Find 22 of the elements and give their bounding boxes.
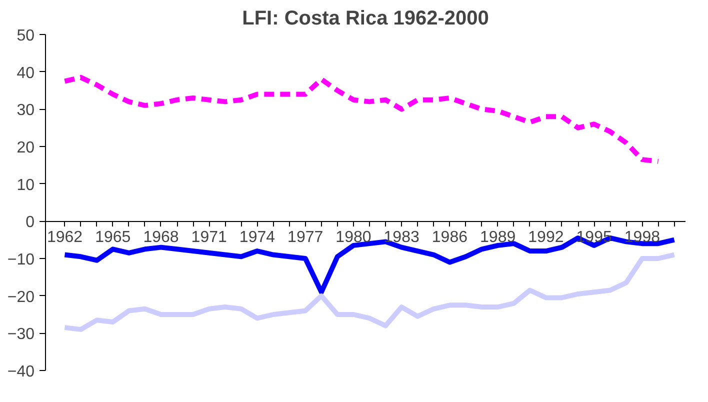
chart-title: LFI: Costa Rica 1962-2000 [242,8,489,30]
x-tick-label: 1971 [191,229,228,246]
x-tick-label: 1980 [336,229,372,246]
y-tick-label: 10 [16,176,35,194]
x-tick-label: 1989 [480,229,516,246]
y-tick-label: −30 [7,326,35,344]
y-tick-label: −10 [7,252,35,268]
x-tick-label: 1983 [384,229,420,246]
y-tick-label: 50 [16,28,35,44]
y-tick-label: 40 [16,64,35,82]
y-tick-label: 20 [16,140,35,156]
x-tick-label: 1962 [46,229,83,246]
y-tick-label: −20 [7,288,35,306]
y-tick-label: 30 [16,102,35,120]
x-tick-label: 1974 [239,229,276,246]
x-tick-label: 1986 [432,229,468,246]
x-tick-label: 1992 [528,229,564,246]
x-tick-label: 1965 [95,229,131,246]
y-tick-label: −40 [7,364,35,380]
x-tick-label: 1968 [143,229,179,246]
y-tick-label: 0 [26,214,35,232]
x-tick-label: 1977 [288,229,324,246]
